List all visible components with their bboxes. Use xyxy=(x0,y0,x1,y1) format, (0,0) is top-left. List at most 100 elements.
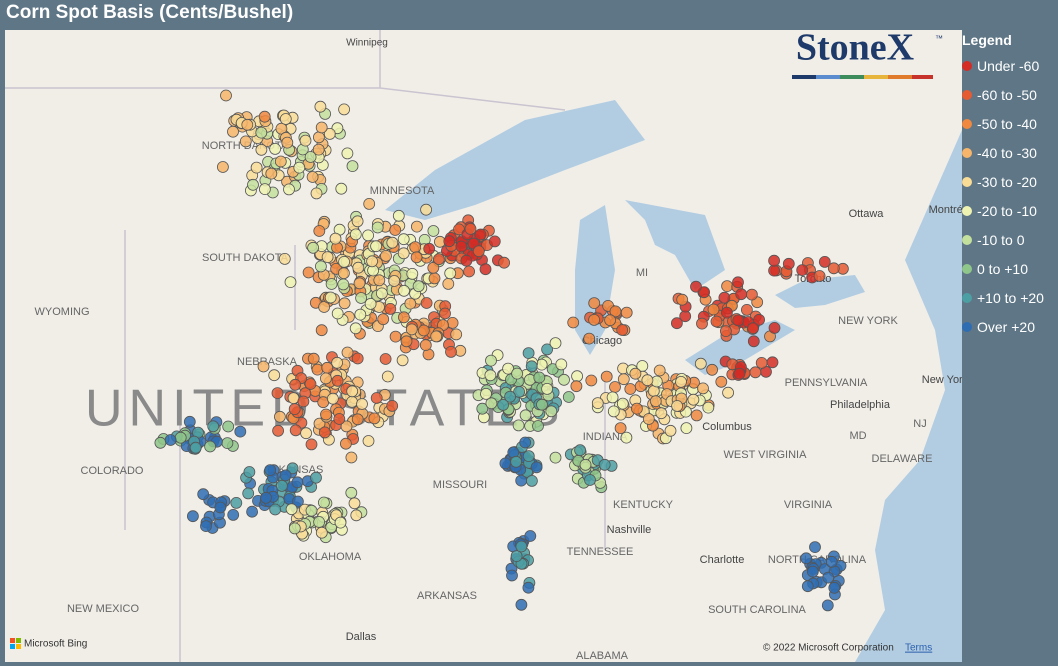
location-dot[interactable] xyxy=(305,504,318,517)
location-dot[interactable] xyxy=(574,444,586,457)
location-dot[interactable] xyxy=(379,353,392,365)
location-dot[interactable] xyxy=(315,324,328,337)
legend-item[interactable]: -50 to -40 xyxy=(962,109,1058,138)
location-dot[interactable] xyxy=(782,257,795,270)
location-dot[interactable] xyxy=(273,410,286,423)
location-dot[interactable] xyxy=(331,356,344,369)
location-dot[interactable] xyxy=(310,471,322,484)
location-dot[interactable] xyxy=(334,516,347,529)
location-dot[interactable] xyxy=(570,380,583,393)
location-dot[interactable] xyxy=(519,409,532,422)
location-dot[interactable] xyxy=(617,373,630,386)
location-dot[interactable] xyxy=(710,315,723,328)
location-dot[interactable] xyxy=(293,161,306,174)
location-dot[interactable] xyxy=(324,291,337,304)
location-dot[interactable] xyxy=(641,374,654,387)
location-dot[interactable] xyxy=(690,280,702,293)
location-dot[interactable] xyxy=(371,221,384,234)
location-dot[interactable] xyxy=(687,393,700,406)
location-dot[interactable] xyxy=(749,366,762,379)
location-dot[interactable] xyxy=(697,382,709,395)
location-dot[interactable] xyxy=(828,581,841,594)
location-dot[interactable] xyxy=(423,242,436,255)
location-dot[interactable] xyxy=(340,420,353,433)
location-dot[interactable] xyxy=(522,581,535,594)
location-dot[interactable] xyxy=(221,437,234,450)
legend-item[interactable]: 0 to +10 xyxy=(962,254,1058,283)
location-dot[interactable] xyxy=(325,278,338,290)
location-dot[interactable] xyxy=(410,220,423,233)
location-dot[interactable] xyxy=(768,264,780,277)
location-dot[interactable] xyxy=(558,373,570,386)
location-dot[interactable] xyxy=(472,245,485,258)
location-dot[interactable] xyxy=(715,375,728,388)
location-dot[interactable] xyxy=(337,267,350,280)
location-dot[interactable] xyxy=(607,405,620,418)
location-dot[interactable] xyxy=(279,113,292,125)
location-dot[interactable] xyxy=(649,395,662,408)
location-dot[interactable] xyxy=(502,362,515,375)
location-dot[interactable] xyxy=(768,254,780,267)
location-dot[interactable] xyxy=(476,402,489,415)
location-dot[interactable] xyxy=(653,364,666,377)
location-dot[interactable] xyxy=(498,256,511,269)
location-dot[interactable] xyxy=(753,313,765,326)
location-dot[interactable] xyxy=(616,397,629,410)
location-dot[interactable] xyxy=(455,240,468,253)
location-dot[interactable] xyxy=(183,415,196,428)
location-dot[interactable] xyxy=(707,303,720,316)
location-dot[interactable] xyxy=(299,134,312,147)
location-dot[interactable] xyxy=(315,121,328,134)
location-dot[interactable] xyxy=(362,229,375,242)
location-dot[interactable] xyxy=(278,252,291,265)
location-dot[interactable] xyxy=(323,128,336,140)
location-dot[interactable] xyxy=(549,451,562,464)
location-dot[interactable] xyxy=(484,369,497,382)
location-dot[interactable] xyxy=(755,356,768,369)
location-dot[interactable] xyxy=(624,383,637,395)
location-dot[interactable] xyxy=(291,476,304,489)
location-dot[interactable] xyxy=(722,386,734,399)
location-dot[interactable] xyxy=(269,143,282,155)
location-dot[interactable] xyxy=(822,571,835,584)
location-dot[interactable] xyxy=(614,422,627,435)
location-dot[interactable] xyxy=(579,458,592,471)
location-dot[interactable] xyxy=(511,367,523,380)
location-dot[interactable] xyxy=(392,209,405,222)
location-dot[interactable] xyxy=(307,241,320,254)
location-dot[interactable] xyxy=(397,233,410,246)
location-dot[interactable] xyxy=(381,370,394,383)
location-dot[interactable] xyxy=(398,284,410,297)
location-dot[interactable] xyxy=(257,360,270,373)
location-dot[interactable] xyxy=(338,297,351,310)
location-dot[interactable] xyxy=(606,391,619,404)
location-dot[interactable] xyxy=(609,381,621,393)
location-dot[interactable] xyxy=(356,398,368,410)
location-dot[interactable] xyxy=(585,374,598,387)
location-dot[interactable] xyxy=(329,232,342,245)
location-dot[interactable] xyxy=(404,297,417,310)
location-dot[interactable] xyxy=(297,395,310,408)
location-dot[interactable] xyxy=(522,347,535,360)
location-dot[interactable] xyxy=(664,424,677,437)
location-dot[interactable] xyxy=(463,265,476,278)
location-dot[interactable] xyxy=(174,431,187,444)
location-dot[interactable] xyxy=(326,392,339,405)
location-dot[interactable] xyxy=(583,332,596,345)
location-dot[interactable] xyxy=(207,420,220,433)
location-dot[interactable] xyxy=(281,136,294,149)
location-dot[interactable] xyxy=(439,307,451,320)
location-dot[interactable] xyxy=(354,308,367,321)
location-dot[interactable] xyxy=(349,322,362,335)
location-dot[interactable] xyxy=(164,434,177,446)
location-dot[interactable] xyxy=(335,182,348,195)
location-dot[interactable] xyxy=(813,270,826,282)
location-dot[interactable] xyxy=(801,580,814,593)
location-dot[interactable] xyxy=(265,167,278,180)
location-dot[interactable] xyxy=(313,516,326,528)
location-dot[interactable] xyxy=(315,526,328,539)
location-dot[interactable] xyxy=(541,382,553,395)
location-dot[interactable] xyxy=(735,288,748,301)
location-dot[interactable] xyxy=(818,255,831,268)
location-dot[interactable] xyxy=(283,183,295,196)
